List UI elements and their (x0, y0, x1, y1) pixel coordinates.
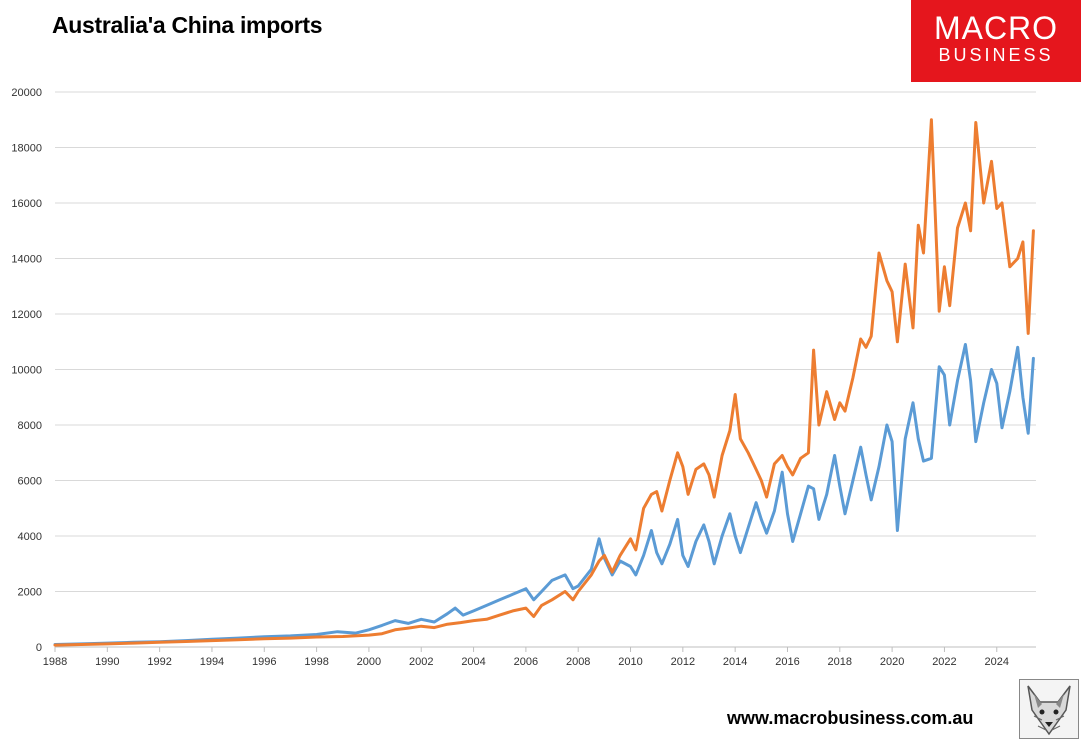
macro-business-logo: MACRO BUSINESS (911, 0, 1081, 82)
y-tick-label: 14000 (11, 254, 42, 266)
y-tick-label: 16000 (11, 198, 42, 210)
y-tick-label: 2000 (18, 587, 42, 599)
x-tick-label: 2016 (775, 656, 799, 668)
y-tick-label: 4000 (18, 531, 42, 543)
y-tick-label: 0 (36, 642, 42, 654)
x-tick-label: 2000 (357, 656, 381, 668)
x-tick-label: 2012 (671, 656, 695, 668)
series-lines (53, 118, 1035, 647)
grid-lines (55, 91, 1036, 648)
logo-line-1: MACRO (933, 10, 1059, 46)
x-tick-label: 2010 (618, 656, 642, 668)
x-tick-label: 2008 (566, 656, 590, 668)
x-tick-label: 2002 (409, 656, 433, 668)
x-tick-label: 2004 (461, 656, 485, 668)
y-tick-label: 20000 (11, 87, 42, 99)
y-tick-label: 18000 (11, 143, 42, 155)
x-tick-label: 1988 (43, 656, 67, 668)
wolf-icon (1019, 679, 1079, 739)
y-tick-label: 6000 (18, 476, 42, 488)
chart-title: Australia'a China imports (52, 12, 323, 38)
series-line-1 (53, 343, 1035, 646)
series-line-2 (53, 118, 1035, 647)
x-tick-label: 2014 (723, 656, 747, 668)
x-tick-label: 1994 (200, 656, 224, 668)
x-tick-label: 1992 (147, 656, 171, 668)
x-tick-label: 1998 (304, 656, 328, 668)
website-url[interactable]: www.macrobusiness.com.au (727, 708, 974, 728)
x-tick-label: 2024 (985, 656, 1009, 668)
y-axis: 0 2000 4000 6000 8000 10000 12000 14000 16000 180… (11, 87, 42, 654)
x-tick-label: 2022 (932, 656, 956, 668)
x-tick-label: 2018 (828, 656, 852, 668)
y-tick-label: 10000 (11, 365, 42, 377)
x-tick-label: 1996 (252, 656, 276, 668)
x-tick-label: 2020 (880, 656, 904, 668)
x-axis: 1988 1990 1992 1994 1996 1998 2000 2002 2004 2006… (43, 647, 1009, 668)
y-tick-label: 8000 (18, 420, 42, 432)
y-tick-label: 12000 (11, 309, 42, 321)
x-tick-label: 2006 (514, 656, 538, 668)
logo-line-2: BUSINESS (938, 45, 1054, 65)
x-tick-label: 1990 (95, 656, 119, 668)
